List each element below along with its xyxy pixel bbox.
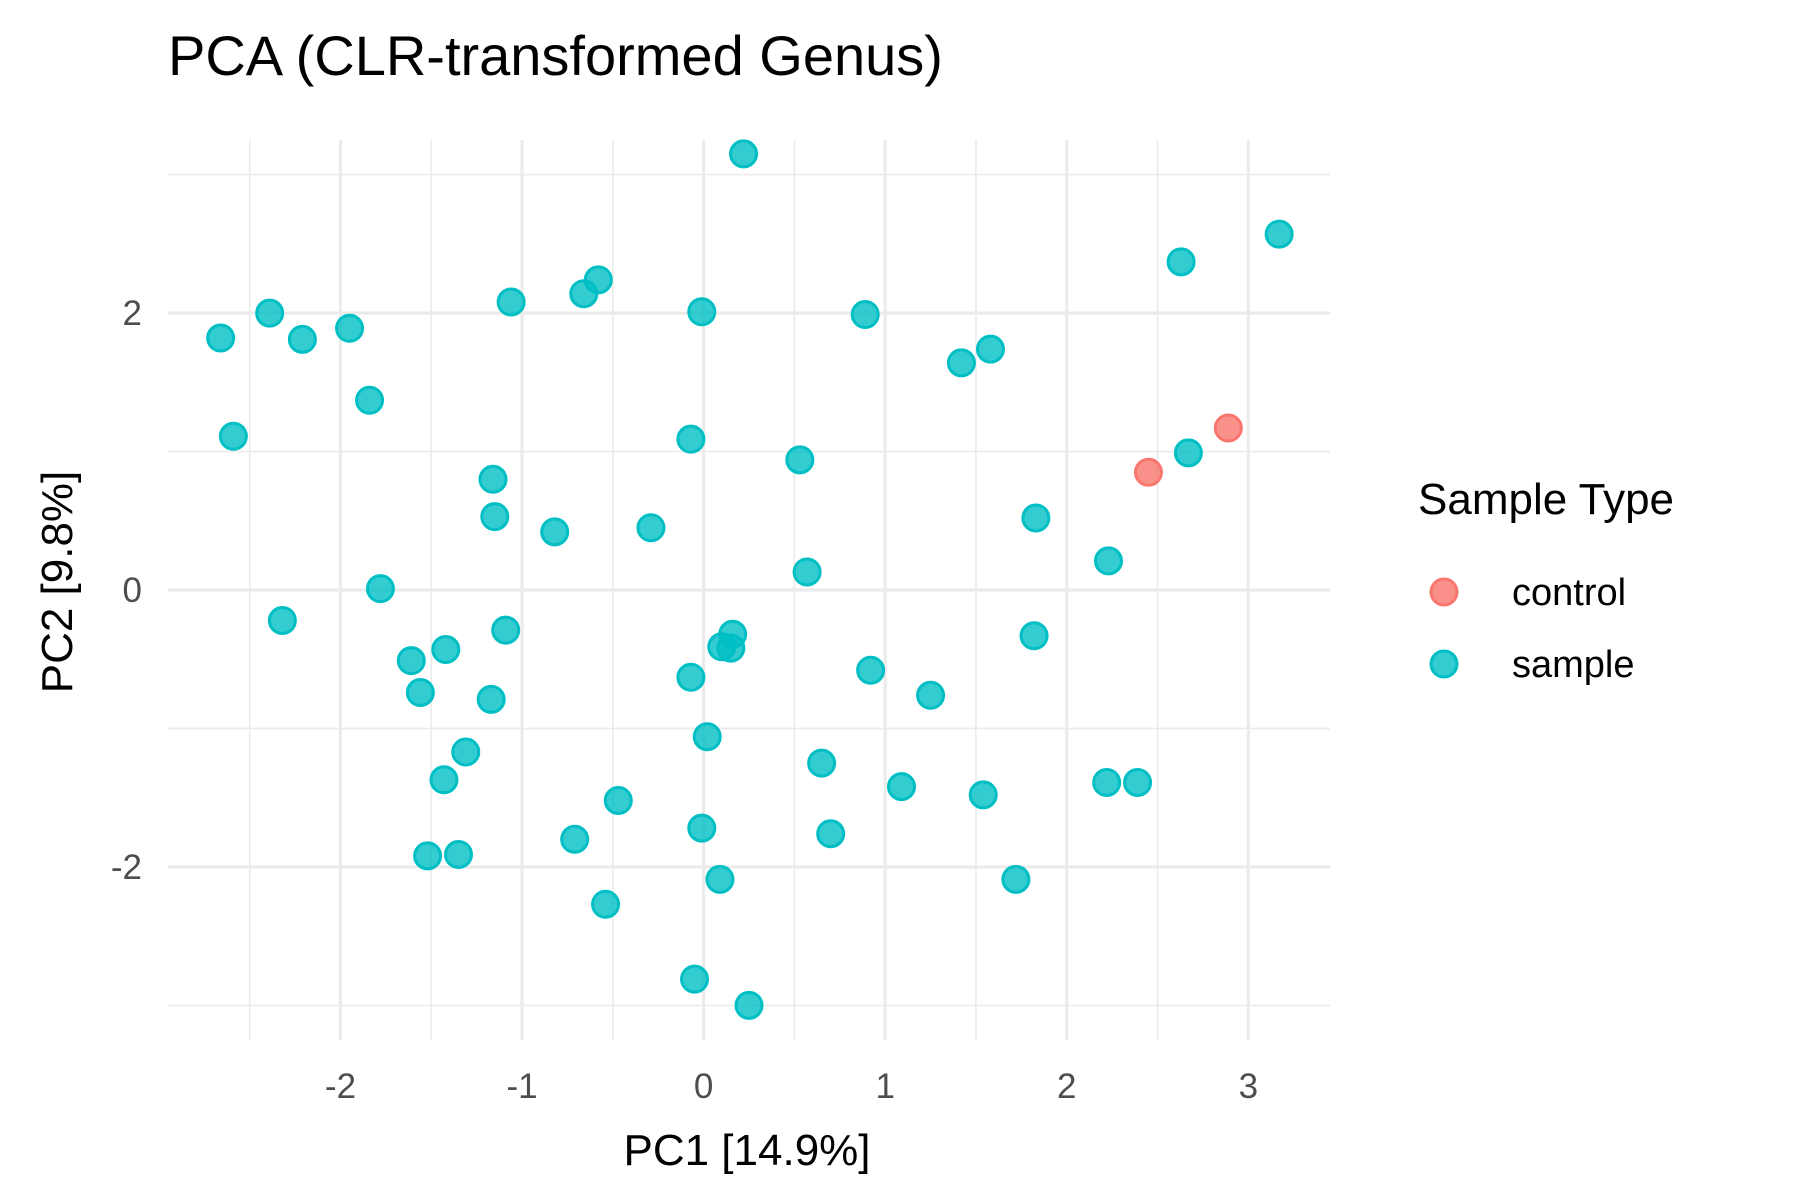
data-points bbox=[206, 139, 1294, 1020]
data-point-sample bbox=[887, 772, 917, 802]
data-point-sample bbox=[716, 633, 746, 663]
data-point-sample bbox=[405, 677, 435, 707]
data-point-sample bbox=[1166, 247, 1196, 277]
data-point-sample bbox=[429, 765, 459, 795]
legend-key-control bbox=[1429, 577, 1459, 607]
data-point-sample bbox=[218, 421, 248, 451]
x-tick-label: -2 bbox=[325, 1067, 356, 1106]
data-point-sample bbox=[975, 334, 1005, 364]
data-point-sample bbox=[687, 813, 717, 843]
legend-key-sample bbox=[1429, 649, 1459, 679]
data-point-sample bbox=[413, 841, 443, 871]
grid bbox=[168, 140, 1330, 1040]
data-point-sample bbox=[676, 662, 706, 692]
data-point-sample bbox=[676, 424, 706, 454]
y-tick-label: 2 bbox=[123, 294, 142, 333]
data-point-sample bbox=[729, 139, 759, 169]
data-point-sample bbox=[1092, 767, 1122, 797]
data-point-sample bbox=[705, 864, 735, 894]
x-tick-label: 0 bbox=[694, 1067, 713, 1106]
data-point-sample bbox=[1093, 546, 1123, 576]
data-point-sample bbox=[478, 464, 508, 494]
data-point-sample bbox=[850, 299, 880, 329]
data-point-sample bbox=[355, 385, 385, 415]
data-point-sample bbox=[560, 824, 590, 854]
data-point-sample bbox=[396, 646, 426, 676]
x-tick-label: 1 bbox=[875, 1067, 894, 1106]
legend-label-sample: sample bbox=[1512, 644, 1635, 686]
data-point-sample bbox=[792, 557, 822, 587]
data-point-sample bbox=[496, 287, 526, 317]
legend: Sample Type control sample bbox=[1418, 475, 1674, 686]
data-point-sample bbox=[540, 517, 570, 547]
x-tick-label: 2 bbox=[1057, 1067, 1076, 1106]
data-point-sample bbox=[603, 785, 633, 815]
data-point-sample bbox=[444, 839, 473, 869]
data-point-sample bbox=[692, 722, 722, 752]
data-point-sample bbox=[816, 819, 846, 849]
data-point-sample bbox=[569, 279, 599, 309]
data-point-sample bbox=[1021, 503, 1051, 533]
data-point-sample bbox=[680, 964, 710, 994]
data-point-sample bbox=[491, 615, 521, 645]
data-point-sample bbox=[946, 348, 976, 378]
legend-label-control: control bbox=[1512, 572, 1626, 614]
x-tick-labels: -2 -1 0 1 2 3 bbox=[325, 1067, 1258, 1106]
data-point-sample bbox=[591, 889, 621, 919]
y-tick-labels: -2 0 2 bbox=[111, 294, 142, 887]
x-tick-label: 3 bbox=[1239, 1067, 1258, 1106]
data-point-sample bbox=[206, 323, 236, 353]
data-point-sample bbox=[480, 502, 510, 532]
y-tick-label: 0 bbox=[123, 571, 142, 610]
legend-title: Sample Type bbox=[1418, 475, 1674, 524]
data-point-sample bbox=[451, 737, 481, 767]
data-point-sample bbox=[785, 445, 815, 475]
x-tick-label: -1 bbox=[506, 1067, 537, 1106]
data-point-sample bbox=[431, 635, 461, 665]
data-point-sample bbox=[856, 655, 886, 685]
data-point-sample bbox=[1173, 438, 1203, 468]
data-point-sample bbox=[1123, 767, 1153, 797]
data-point-sample bbox=[636, 513, 666, 543]
data-point-sample bbox=[968, 780, 998, 810]
legend-entries: control sample bbox=[1429, 572, 1635, 686]
data-point-control bbox=[1133, 457, 1163, 487]
data-point-sample bbox=[687, 297, 717, 327]
data-point-sample bbox=[365, 574, 395, 604]
data-point-sample bbox=[267, 605, 297, 635]
data-point-sample bbox=[734, 990, 764, 1020]
data-point-sample bbox=[807, 748, 837, 778]
data-point-sample bbox=[1001, 864, 1031, 894]
data-point-control bbox=[1213, 413, 1243, 443]
x-axis-title: PC1 [14.9%] bbox=[623, 1126, 870, 1175]
data-point-sample bbox=[1019, 621, 1049, 651]
data-point-sample bbox=[1264, 219, 1294, 249]
y-axis-title: PC2 [9.8%] bbox=[33, 471, 82, 694]
data-point-sample bbox=[916, 680, 946, 710]
data-point-sample bbox=[255, 298, 285, 328]
data-point-sample bbox=[476, 684, 506, 714]
data-point-sample bbox=[287, 324, 317, 354]
chart-title: PCA (CLR-transformed Genus) bbox=[168, 24, 943, 87]
data-point-sample bbox=[335, 313, 365, 343]
y-tick-label: -2 bbox=[111, 848, 142, 887]
